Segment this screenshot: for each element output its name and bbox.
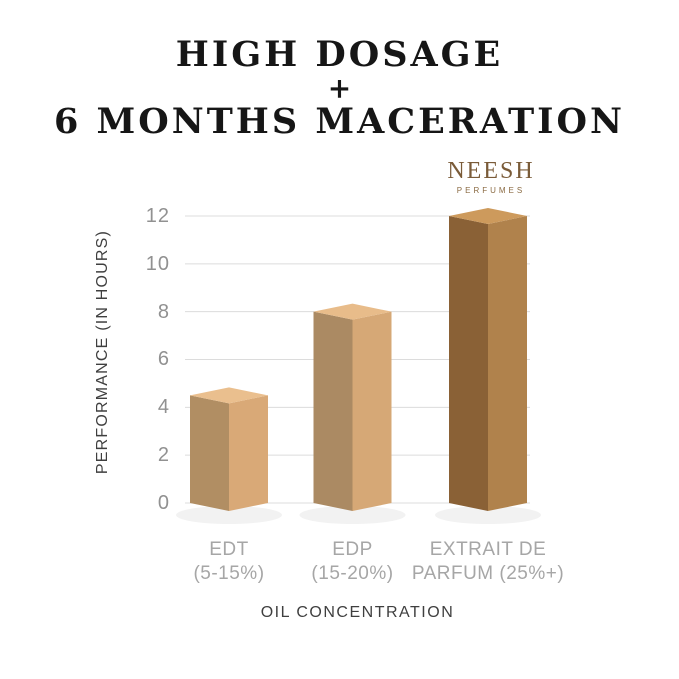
bar-2-right-face [488,215,527,511]
x-category-0: EDT (5-15%) [144,538,314,586]
x-category-line: (5-15%) [193,563,265,584]
bar-2-top-face [449,207,527,224]
x-category-line: EXTRAIT DE [429,539,547,560]
y-tick-8: 8 [157,300,170,323]
bar-0-right-face [229,395,268,511]
y-tick-10: 10 [145,252,170,275]
x-category-line: EDT [209,539,249,560]
y-tick-12: 12 [145,204,170,227]
x-axis-title: OIL CONCENTRATION [260,604,455,621]
x-category-line: EDP [332,539,373,560]
y-tick-2: 2 [157,444,170,467]
title-plus: + [327,72,352,105]
x-category-2: EXTRAIT DE PARFUM (25%+) [403,538,573,586]
bar-1-left-face [313,311,353,511]
bar-shadow-1 [299,506,406,524]
brand-subtitle: PERFUMES [456,186,526,195]
x-category-line: (15-20%) [311,563,394,584]
y-tick-0: 0 [157,492,170,514]
title-block: HIGH DOSAGE + 6 MONTHS MACERATION [0,36,679,141]
y-tick-6: 6 [157,348,170,371]
y-tick-4: 4 [157,396,170,419]
x-category-1: EDP (15-20%) [268,538,438,586]
brand-logo: NEESH PERFUMES [436,158,546,195]
bar-0-top-face [190,387,268,404]
bar-1-top-face [313,303,392,320]
bar-shadow-2 [435,506,541,524]
x-category-line: PARFUM (25%+) [411,563,565,584]
bar-shadow-0 [176,506,282,524]
title-line-2: 6 MONTHS MACERATION [54,101,625,142]
bar-2-left-face [449,215,488,511]
title-line-1: HIGH DOSAGE [175,34,504,75]
bar-0-left-face [190,395,229,511]
bar-1-right-face [352,311,392,511]
brand-name: NEESH [447,158,535,184]
